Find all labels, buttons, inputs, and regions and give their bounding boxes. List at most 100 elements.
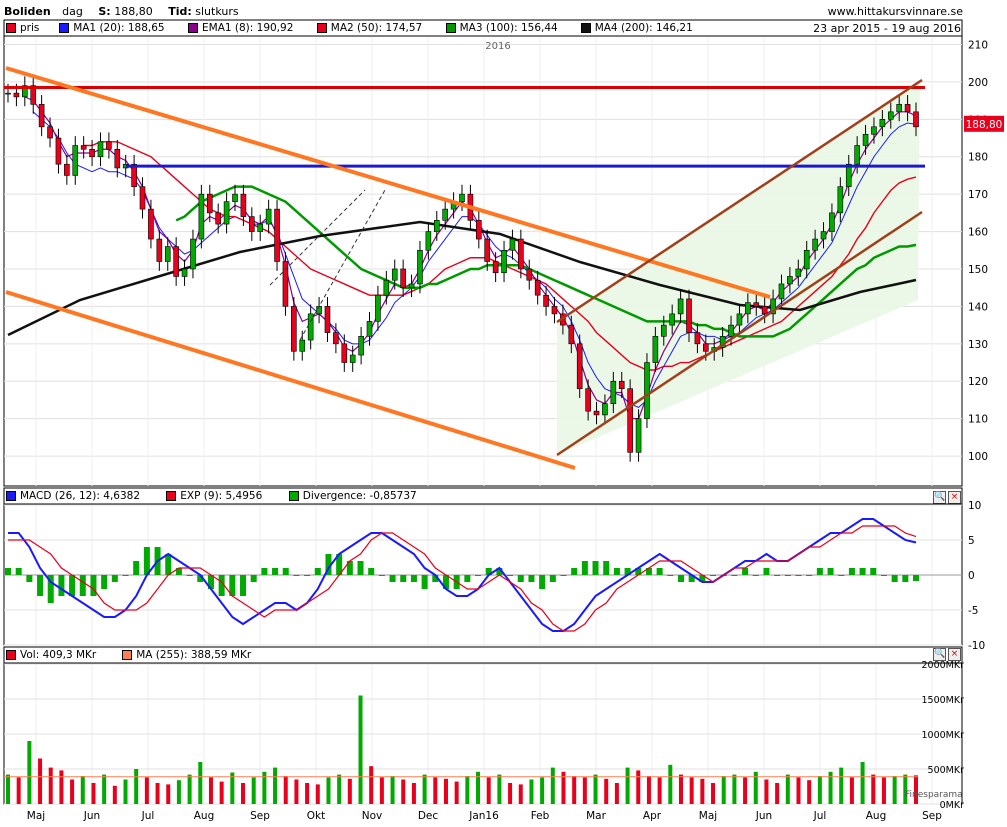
- divergence-bar: [880, 575, 887, 576]
- candle-body: [206, 193, 213, 214]
- zoom-vol-icon[interactable]: 🔍: [933, 648, 946, 661]
- candle-body: [652, 336, 659, 363]
- candle-body: [551, 306, 558, 315]
- vol-bar: [625, 767, 630, 804]
- divergence-bar: [111, 575, 118, 582]
- divergence-bar: [442, 575, 449, 589]
- candle-body: [173, 246, 179, 277]
- legend-price-swatch: [316, 23, 327, 33]
- candle-body: [89, 148, 95, 158]
- candle-body: [728, 324, 734, 337]
- legend-macd-label: MACD (26, 12): 4,6382: [20, 490, 141, 502]
- legend-price-item: MA2 (50): 174,57: [316, 22, 422, 34]
- divergence-bar: [549, 575, 556, 582]
- divergence-bar: [368, 568, 375, 575]
- candle-body: [618, 380, 625, 390]
- divergence-bar: [314, 568, 321, 575]
- candle-body: [526, 268, 533, 281]
- vol-bar: [208, 777, 213, 804]
- stock-name: Boliden: [4, 5, 51, 18]
- candle-body: [568, 324, 575, 345]
- vol-bar: [80, 776, 85, 804]
- site-label[interactable]: www.hittakursvinnare.se: [827, 5, 963, 18]
- divergence-bar: [26, 575, 33, 582]
- price-ytick-label: 130: [968, 339, 988, 351]
- tid-value: slutkurs: [195, 5, 239, 18]
- vol-bar: [785, 774, 790, 804]
- divergence-bar: [656, 568, 663, 575]
- candle-body: [635, 418, 642, 453]
- month-label: Jan16: [468, 810, 499, 822]
- vol-bar: [807, 780, 812, 804]
- month-label: Jul: [141, 810, 155, 822]
- candle-body: [492, 261, 499, 274]
- ma-line-4: [175, 185, 917, 338]
- price-ytick-label: 110: [968, 414, 988, 426]
- candle-body: [366, 321, 373, 337]
- price-ytick-label: 180: [968, 152, 988, 164]
- macd-ytick-label: -5: [968, 605, 978, 617]
- divergence-bar: [175, 568, 182, 575]
- vol-bar: [454, 781, 459, 804]
- candle-body: [148, 208, 154, 240]
- candle-body: [845, 163, 852, 187]
- price-panel-frame: [3, 19, 963, 487]
- uptrend-bottom: [556, 210, 923, 457]
- vol-bar: [230, 772, 235, 804]
- legend-vol-swatch: [122, 650, 133, 660]
- s-value: 188,80: [114, 5, 153, 18]
- vol-ytick-label: 1500MKr: [921, 695, 964, 706]
- vol-bar: [102, 774, 107, 804]
- divergence-bar: [37, 575, 44, 596]
- legend-macd-item: Divergence: -0,85737: [288, 490, 417, 502]
- vol-bar: [518, 784, 523, 804]
- candle-body: [282, 261, 289, 307]
- legend-price-swatch: [445, 23, 456, 33]
- divergence-bar: [838, 575, 845, 576]
- divergence-bar: [902, 575, 909, 582]
- candle-body: [156, 238, 163, 262]
- candle-body: [795, 268, 802, 277]
- candle-body: [375, 294, 381, 322]
- vol-bar: [337, 774, 342, 804]
- month-label: Maj: [27, 810, 45, 822]
- candle-body: [509, 238, 516, 251]
- divergence-bar: [677, 575, 684, 582]
- legend-price-label: pris: [20, 22, 40, 34]
- tid-label: Tid:: [168, 5, 192, 18]
- divergence-bar: [528, 575, 535, 582]
- divergence-bar: [699, 575, 706, 582]
- vol-bar: [219, 781, 224, 804]
- candle-body: [534, 279, 541, 296]
- vol-bar: [144, 777, 149, 804]
- candle-body: [745, 302, 751, 315]
- divergence-bar: [581, 561, 588, 575]
- divergence-bar: [272, 568, 279, 575]
- divergence-bar: [389, 575, 396, 582]
- legend-macd-item: MACD (26, 12): 4,6382: [6, 490, 140, 502]
- divergence-bar: [47, 575, 54, 603]
- divergence-bar: [58, 575, 65, 596]
- vol-bar: [315, 784, 320, 804]
- legend-price-swatch: [580, 23, 591, 33]
- vol-bar: [657, 777, 662, 804]
- candle-body: [80, 145, 87, 150]
- candle-body: [778, 283, 785, 300]
- legend-macd-label: Divergence: -0,85737: [302, 490, 417, 502]
- divergence-bar: [101, 575, 108, 589]
- candle-body: [669, 313, 675, 326]
- watermark: Finesparama: [905, 790, 963, 800]
- month-label: Jun: [755, 810, 772, 822]
- vol-bar: [871, 774, 876, 804]
- divergence-bar: [688, 575, 695, 582]
- divergence-bar: [69, 575, 76, 596]
- close-vol-icon[interactable]: ×: [948, 648, 961, 661]
- vol-bar: [678, 774, 683, 804]
- divergence-bar: [539, 575, 546, 589]
- vol-bar: [860, 762, 865, 804]
- candle-body: [854, 145, 860, 165]
- divergence-bar: [282, 568, 289, 575]
- candle-body: [433, 220, 440, 232]
- candle-body: [753, 302, 760, 307]
